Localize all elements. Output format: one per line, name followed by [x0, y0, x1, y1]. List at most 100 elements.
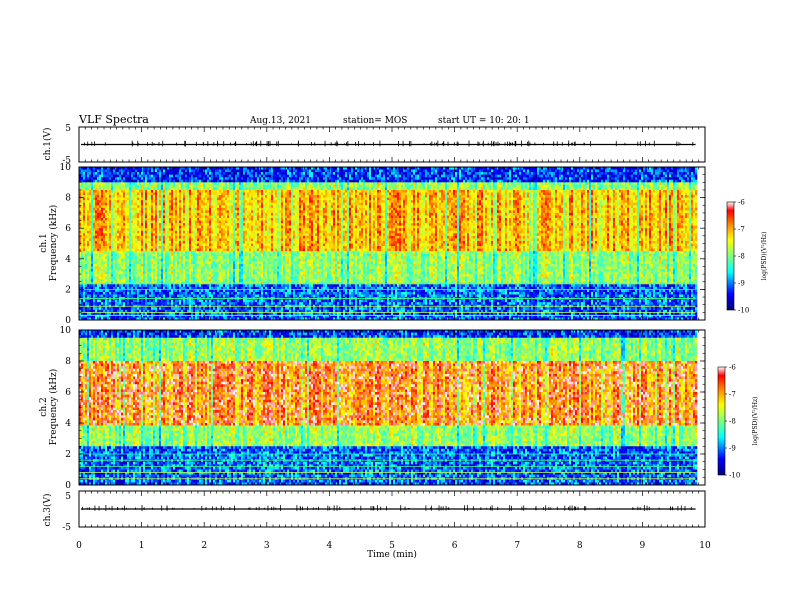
spectrogram-cell	[145, 307, 147, 310]
spectrogram-cell	[115, 307, 117, 310]
spectrogram-cell	[229, 241, 231, 244]
spectrogram-cell	[165, 277, 167, 280]
spectrogram-cell	[217, 236, 219, 239]
spectrogram-cell	[229, 236, 231, 239]
spectrogram-cell	[203, 274, 205, 277]
spectrogram-cell	[213, 172, 215, 175]
spectrogram-cell	[137, 182, 139, 185]
spectrogram-cell	[115, 187, 117, 190]
spectrogram-cell	[119, 279, 121, 282]
spectrogram-cell	[161, 233, 163, 236]
spectrogram-cell	[87, 312, 89, 315]
spectrogram-cell	[213, 215, 215, 218]
spectrogram-cell	[165, 272, 167, 275]
spectrogram-cell	[95, 203, 97, 206]
spectrogram-cell	[123, 193, 125, 196]
spectrogram-cell	[183, 259, 185, 262]
spectrogram-cell	[157, 170, 159, 173]
spectrogram-cell	[153, 279, 155, 282]
spectrogram-cell	[91, 177, 93, 180]
spectrogram-cell	[235, 312, 237, 315]
spectrogram-cell	[211, 277, 213, 280]
spectrogram-cell	[207, 172, 209, 175]
spectrogram-cell	[173, 182, 175, 185]
spectrogram-cell	[219, 182, 221, 185]
spectrogram-cell	[119, 238, 121, 241]
spectrogram-cell	[187, 198, 189, 201]
spectrogram-cell	[225, 198, 227, 201]
spectrogram-cell	[187, 292, 189, 295]
spectrogram-cell	[187, 182, 189, 185]
spectrogram-cell	[229, 218, 231, 221]
spectrogram-cell	[193, 266, 195, 269]
spectrogram-cell	[221, 200, 223, 203]
spectrogram-cell	[93, 241, 95, 244]
spectrogram-cell	[95, 185, 97, 188]
spectrogram-cell	[157, 172, 159, 175]
spectrogram-cell	[139, 236, 141, 239]
spectrogram-cell	[199, 170, 201, 173]
spectrogram-cell	[97, 244, 99, 247]
spectrogram-cell	[207, 208, 209, 211]
spectrogram-cell	[193, 185, 195, 188]
spectrogram-cell	[95, 295, 97, 298]
spectrogram-cell	[159, 246, 161, 249]
spectrogram-cell	[179, 312, 181, 315]
spectrogram-cell	[155, 172, 157, 175]
spectrogram-cell	[127, 228, 129, 231]
spectrogram-cell	[121, 195, 123, 198]
spectrogram-cell	[193, 177, 195, 180]
spectrogram-cell	[239, 266, 241, 269]
spectrogram-cell	[103, 259, 105, 262]
spectrogram-cell	[137, 312, 139, 315]
spectrogram-cell	[209, 226, 211, 229]
spectrogram-cell	[231, 187, 233, 190]
spectrogram-cell	[93, 231, 95, 234]
spectrogram-cell	[115, 205, 117, 208]
spectrogram-cell	[197, 302, 199, 305]
spectrogram-cell	[207, 256, 209, 259]
spectrogram-cell	[81, 261, 83, 264]
spectrogram-cell	[123, 221, 125, 224]
spectrogram-cell	[175, 205, 177, 208]
spectrogram-cell	[163, 246, 165, 249]
spectrogram-cell	[157, 259, 159, 262]
spectrogram-cell	[103, 218, 105, 221]
spectrogram-cell	[219, 180, 221, 183]
spectrogram-cell	[235, 269, 237, 272]
spectrogram-cell	[173, 175, 175, 178]
spectrogram-cell	[121, 187, 123, 190]
spectrogram-cell	[217, 289, 219, 292]
spectrogram-cell	[211, 295, 213, 298]
spectrogram-cell	[85, 254, 87, 257]
spectrogram-cell	[87, 277, 89, 280]
spectrogram-cell	[201, 302, 203, 305]
spectrogram-cell	[127, 231, 129, 234]
spectrogram-cell	[85, 180, 87, 183]
spectrogram-cell	[181, 279, 183, 282]
spectrogram-cell	[237, 236, 239, 239]
spectrogram-cell	[141, 203, 143, 206]
spectrogram-cell	[87, 193, 89, 196]
spectrogram-cell	[227, 170, 229, 173]
spectrogram-cell	[85, 264, 87, 267]
spectrogram-cell	[211, 195, 213, 198]
spectrogram-cell	[213, 274, 215, 277]
spectrogram-cell	[187, 236, 189, 239]
spectrogram-cell	[97, 277, 99, 280]
spectrogram-cell	[187, 277, 189, 280]
spectrogram-cell	[115, 312, 117, 315]
spectrogram-cell	[127, 198, 129, 201]
spectrogram-cell	[103, 295, 105, 298]
spectrogram-cell	[91, 256, 93, 259]
spectrogram-cell	[131, 236, 133, 239]
spectrogram-cell	[181, 180, 183, 183]
spectrogram-cell	[111, 195, 113, 198]
spectrogram-cell	[101, 289, 103, 292]
spectrogram-cell	[169, 218, 171, 221]
spectrogram-cell	[237, 223, 239, 226]
spectrogram-cell	[111, 226, 113, 229]
spectrogram-cell	[235, 289, 237, 292]
spectrogram-cell	[187, 269, 189, 272]
spectrogram-cell	[107, 284, 109, 287]
